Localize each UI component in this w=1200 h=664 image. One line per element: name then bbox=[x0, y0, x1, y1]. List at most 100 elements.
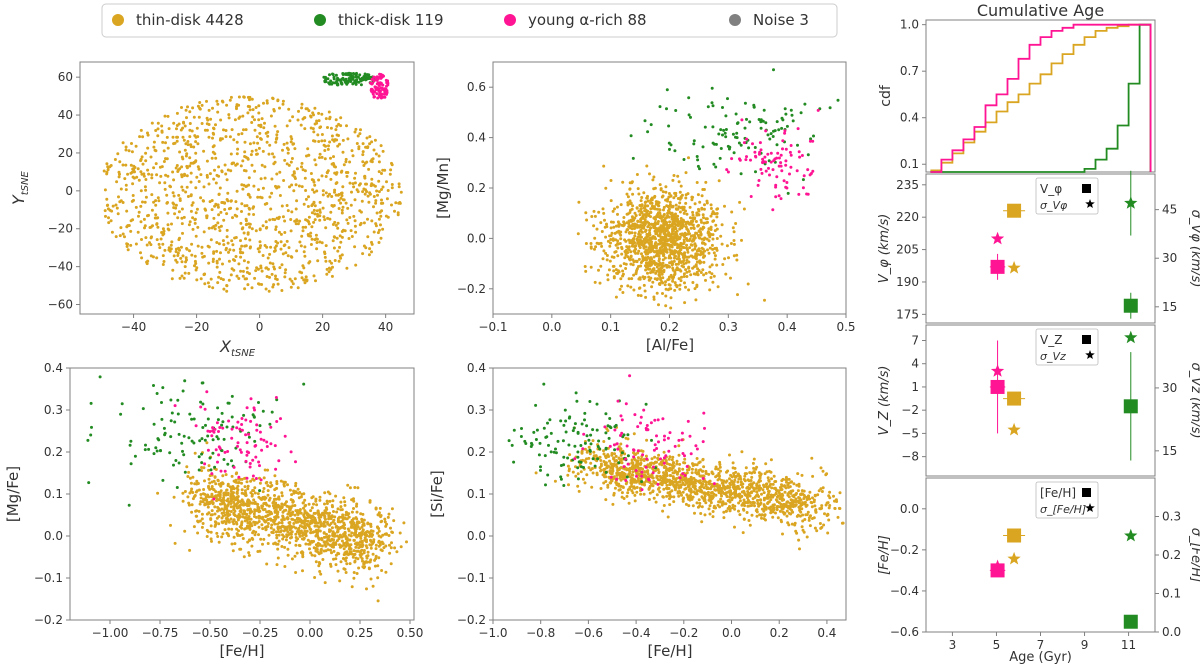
data-point bbox=[226, 516, 229, 519]
data-point bbox=[202, 522, 205, 525]
data-point bbox=[271, 152, 274, 155]
data-point bbox=[608, 268, 611, 271]
data-point bbox=[324, 549, 327, 552]
data-point bbox=[344, 568, 347, 571]
data-point bbox=[717, 285, 720, 288]
data-point bbox=[701, 247, 704, 250]
data-point bbox=[265, 563, 268, 566]
data-point bbox=[384, 545, 387, 548]
data-point bbox=[265, 528, 268, 531]
data-point bbox=[614, 232, 617, 235]
data-point bbox=[653, 256, 656, 259]
y-tick-label: 0.3 bbox=[44, 403, 63, 417]
data-point bbox=[211, 509, 214, 512]
data-point bbox=[692, 504, 695, 507]
data-point bbox=[343, 523, 346, 526]
data-point bbox=[235, 105, 238, 108]
data-point bbox=[236, 421, 239, 424]
data-point bbox=[722, 129, 725, 132]
data-point bbox=[611, 503, 614, 506]
data-point bbox=[364, 78, 367, 81]
data-point bbox=[327, 148, 330, 151]
data-point bbox=[296, 517, 299, 520]
data-point bbox=[243, 232, 246, 235]
data-point bbox=[371, 89, 374, 92]
data-point bbox=[157, 196, 160, 199]
data-point bbox=[253, 409, 256, 412]
data-point bbox=[218, 541, 221, 544]
data-point bbox=[675, 223, 678, 226]
data-point bbox=[259, 265, 262, 268]
data-point bbox=[246, 480, 249, 483]
data-point bbox=[354, 198, 357, 201]
data-point bbox=[287, 554, 290, 557]
data-point bbox=[699, 250, 702, 253]
data-point bbox=[370, 83, 373, 86]
data-point bbox=[738, 201, 741, 204]
data-point bbox=[662, 262, 665, 265]
data-point bbox=[276, 99, 279, 102]
data-point bbox=[678, 201, 681, 204]
data-point bbox=[311, 506, 314, 509]
data-point bbox=[331, 544, 334, 547]
data-point bbox=[236, 492, 239, 495]
data-point bbox=[172, 122, 175, 125]
data-point bbox=[203, 273, 206, 276]
data-point bbox=[671, 215, 674, 218]
data-point bbox=[268, 276, 271, 279]
data-point bbox=[222, 288, 225, 291]
data-point bbox=[252, 530, 255, 533]
data-point bbox=[644, 204, 647, 207]
data-point bbox=[125, 149, 128, 152]
data-point bbox=[366, 218, 369, 221]
data-point bbox=[346, 484, 349, 487]
data-point bbox=[686, 251, 689, 254]
data-point bbox=[348, 77, 351, 80]
data-point bbox=[186, 475, 189, 478]
data-point bbox=[323, 540, 326, 543]
data-point bbox=[324, 78, 327, 81]
data-point bbox=[335, 74, 338, 77]
data-point bbox=[301, 103, 304, 106]
data-point bbox=[291, 499, 294, 502]
data-point bbox=[375, 190, 378, 193]
data-point bbox=[666, 88, 669, 91]
data-point bbox=[287, 148, 290, 151]
data-point bbox=[265, 132, 268, 135]
data-point bbox=[797, 127, 800, 130]
data-point bbox=[380, 514, 383, 517]
data-point bbox=[298, 544, 301, 547]
data-point bbox=[274, 249, 277, 252]
data-point bbox=[358, 521, 361, 524]
data-point bbox=[319, 530, 322, 533]
data-point bbox=[138, 211, 141, 214]
data-point bbox=[259, 538, 262, 541]
data-point bbox=[198, 469, 201, 472]
data-point bbox=[272, 266, 275, 269]
data-point bbox=[249, 420, 252, 423]
data-point bbox=[338, 199, 341, 202]
data-point bbox=[621, 270, 624, 273]
data-point bbox=[654, 187, 657, 190]
data-point bbox=[87, 481, 90, 484]
data-point bbox=[354, 131, 357, 134]
data-point bbox=[178, 151, 181, 154]
data-point bbox=[154, 199, 157, 202]
data-point bbox=[391, 183, 394, 186]
data-point bbox=[183, 173, 186, 176]
data-point bbox=[372, 157, 375, 160]
data-point bbox=[652, 268, 655, 271]
data-point bbox=[616, 206, 619, 209]
data-point bbox=[322, 512, 325, 515]
data-point bbox=[232, 138, 235, 141]
data-point bbox=[246, 500, 249, 503]
data-point bbox=[151, 224, 154, 227]
data-point bbox=[168, 127, 171, 130]
data-point bbox=[275, 136, 278, 139]
legend-marker bbox=[112, 14, 124, 26]
data-point bbox=[259, 482, 262, 485]
data-point bbox=[255, 153, 258, 156]
data-point bbox=[778, 165, 781, 168]
data-point bbox=[154, 446, 157, 449]
data-point bbox=[226, 192, 229, 195]
